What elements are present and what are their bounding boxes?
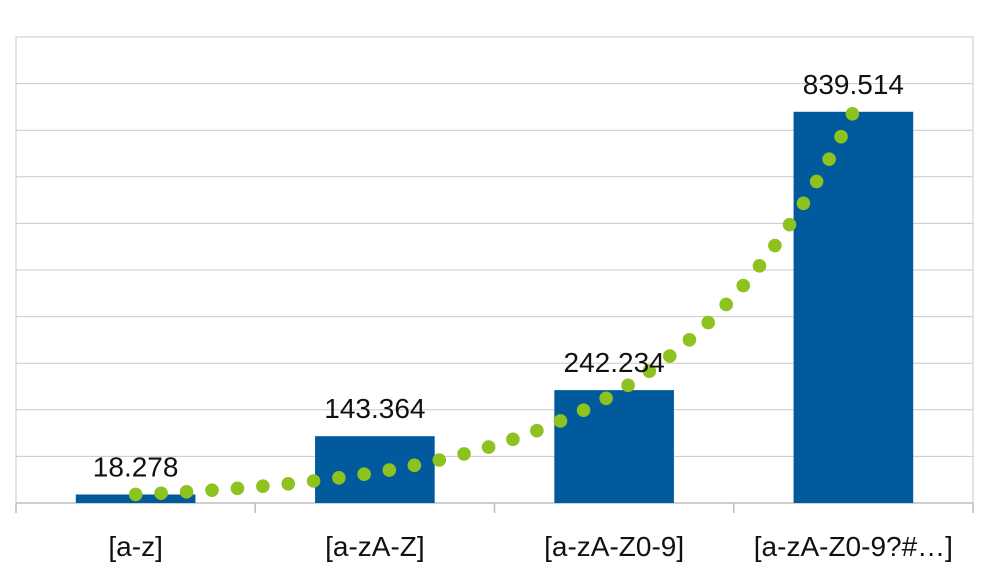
data-label: 242.234 [564, 347, 665, 378]
trendline-dot [506, 432, 520, 447]
x-tick-label: [a-zA-Z0-9?#…] [754, 531, 953, 562]
trendline-dot [642, 364, 657, 379]
x-tick-label: [a-zA-Z0-9] [544, 531, 684, 562]
trendline-dot [768, 238, 782, 253]
trendline-dot [782, 217, 797, 232]
trendline-dot [128, 487, 143, 502]
trendline-dot [809, 174, 824, 189]
trendline-dot [599, 391, 613, 406]
x-tick-label: [a-z] [108, 531, 162, 562]
trendline-dot [621, 378, 635, 393]
data-label: 143.364 [324, 393, 425, 424]
trendline-dot [701, 315, 716, 330]
trendline-dot [306, 474, 321, 488]
trendline-dot [256, 479, 270, 494]
trendline-dot [682, 332, 697, 347]
bar [793, 111, 914, 504]
trendline-dot [796, 196, 811, 211]
x-tick-label: [a-zA-Z] [325, 531, 425, 562]
trendline-dot [205, 483, 219, 498]
trendline-dot [752, 259, 767, 273]
trendline-dot [834, 129, 848, 144]
trendline-dot [357, 467, 371, 481]
trendline-dot [845, 107, 860, 121]
trendline-dot [662, 349, 677, 363]
trendline-dot [382, 463, 397, 477]
trendline-dot [230, 481, 245, 496]
labels-layer: 18.278 143.364 242.234 839.514 [a-z] [a-zA-Z]… [93, 69, 953, 562]
trendline-dot [576, 403, 591, 417]
trendline-dot [281, 476, 296, 491]
trendline-dot [179, 485, 194, 499]
data-label: 839.514 [803, 69, 904, 100]
trendline-dot [432, 453, 447, 467]
bars-layer [75, 111, 914, 504]
trendline-layer [128, 107, 860, 502]
trendline-dot [481, 440, 496, 454]
trendline-dot [719, 297, 733, 312]
trendline-dot [736, 278, 751, 293]
trendline-dot [457, 447, 471, 461]
data-label: 18.278 [93, 451, 179, 482]
trendline-dot [553, 414, 568, 428]
trendline-dot [407, 458, 422, 473]
trendline-dot [530, 423, 544, 438]
trendline-dot [154, 486, 168, 501]
bar [554, 390, 674, 503]
trendline-dot [332, 471, 346, 485]
trendline-dot [822, 152, 836, 167]
